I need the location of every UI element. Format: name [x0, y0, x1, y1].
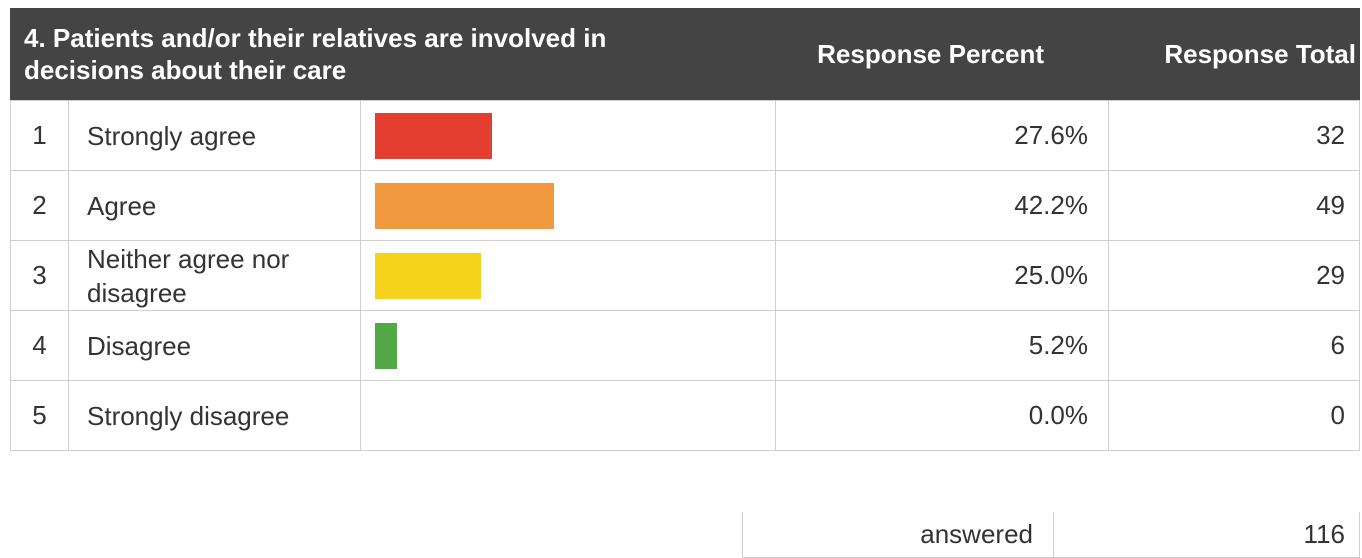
percent-value: 5.2%: [775, 310, 1109, 381]
answered-total: 116: [1054, 512, 1360, 558]
bar-2: [375, 182, 554, 229]
bar-cell: [360, 240, 776, 311]
question-title: 4. Patients and/or their relatives are i…: [24, 23, 607, 85]
table-header: 4. Patients and/or their relatives are i…: [10, 8, 1360, 100]
total-value: 32: [1108, 100, 1360, 171]
total-value: 0: [1108, 380, 1360, 451]
row-number: 2: [10, 170, 69, 241]
bar-4: [375, 322, 397, 369]
table-row: 1 Strongly agree 27.6% 32: [10, 100, 1360, 171]
table-row: 4 Disagree 5.2% 6: [10, 310, 1360, 381]
response-total-header: Response Total: [1164, 38, 1356, 69]
percent-value: 0.0%: [775, 380, 1109, 451]
row-number: 3: [10, 240, 69, 311]
row-number: 5: [10, 380, 69, 451]
table-row: 3 Neither agree nor disagree 25.0% 29: [10, 240, 1360, 311]
answered-label: answered: [742, 512, 1054, 558]
category-label: Neither agree nor disagree: [68, 240, 361, 311]
category-label: Strongly agree: [68, 100, 361, 171]
answered-row: answered 116: [742, 512, 1360, 558]
total-value: 49: [1108, 170, 1360, 241]
table-row: 2 Agree 42.2% 49: [10, 170, 1360, 241]
bar-cell: [360, 380, 776, 451]
response-percent-header: Response Percent: [817, 38, 1044, 69]
bar-cell: [360, 310, 776, 381]
bar-1: [375, 112, 492, 159]
row-number: 1: [10, 100, 69, 171]
total-value: 6: [1108, 310, 1360, 381]
category-label: Strongly disagree: [68, 380, 361, 451]
bar-3: [375, 252, 481, 299]
category-label: Disagree: [68, 310, 361, 381]
percent-value: 25.0%: [775, 240, 1109, 311]
row-number: 4: [10, 310, 69, 381]
results-rows: 1 Strongly agree 27.6% 32 2 Agree 42.2% 49 3 Neit…: [10, 100, 1360, 451]
category-label: Agree: [68, 170, 361, 241]
total-value: 29: [1108, 240, 1360, 311]
table-row: 5 Strongly disagree 0.0% 0: [10, 380, 1360, 451]
bar-cell: [360, 170, 776, 241]
percent-value: 42.2%: [775, 170, 1109, 241]
percent-value: 27.6%: [775, 100, 1109, 171]
bar-cell: [360, 100, 776, 171]
